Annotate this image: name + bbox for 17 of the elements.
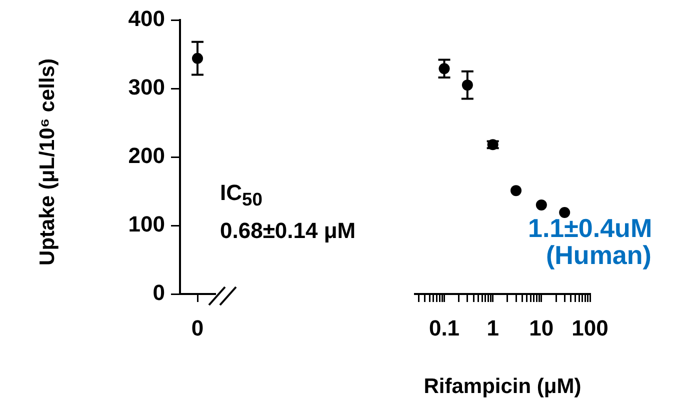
y-axis-title: Uptake (μL/10⁶ cells) — [35, 58, 60, 268]
point — [536, 199, 547, 210]
y-tick-label: 200 — [128, 143, 165, 168]
y-tick-label: 0 — [152, 280, 165, 306]
y-tick-label: 100 — [128, 212, 165, 237]
point — [510, 185, 522, 196]
annotation: IC$_{50}$ — [220, 180, 262, 210]
y-tick-label: 300 — [128, 74, 165, 100]
point — [559, 206, 570, 218]
y-tick-label: 400 — [128, 6, 165, 32]
x-axis-title: Rifampicin (μM) — [424, 375, 582, 398]
x-tick-label: 100 — [572, 315, 608, 340]
annotation: 0.68±0.14 μM — [220, 218, 356, 244]
x-tick-label: 10 — [529, 315, 554, 340]
x-tick-label: 0 — [191, 315, 204, 340]
x-tick-label: 0.1 — [428, 315, 460, 340]
x-tick-label: 1 — [486, 315, 499, 340]
